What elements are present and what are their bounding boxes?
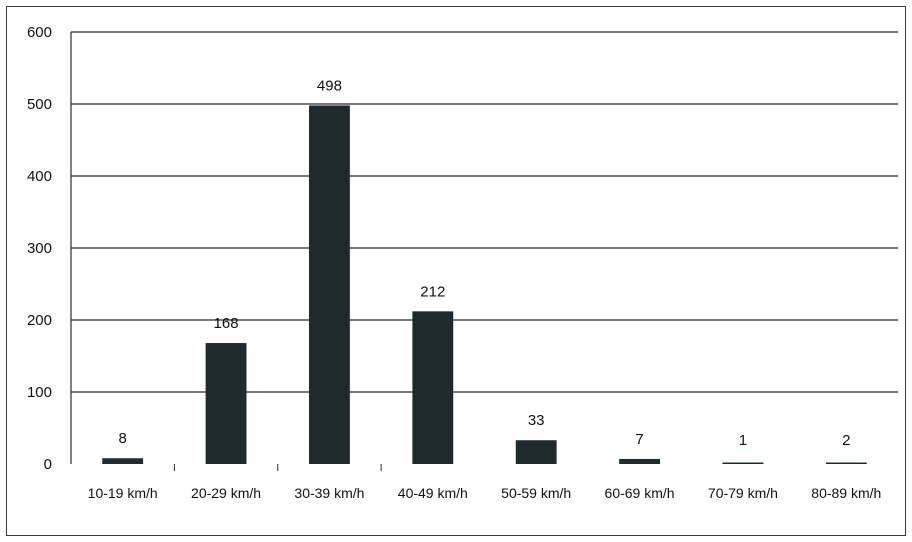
y-tick-label: 100: [27, 384, 52, 401]
bar-60-69-km/h: [619, 458, 660, 464]
x-tick-label: 70-79 km/h: [708, 485, 778, 501]
bar-30-39-km/h: [309, 105, 350, 464]
data-label: 498: [317, 77, 342, 94]
x-tick-label: 40-49 km/h: [398, 485, 468, 501]
x-tick-label: 20-29 km/h: [191, 485, 261, 501]
x-tick-label: 30-39 km/h: [294, 485, 364, 501]
bar-40-49-km/h: [412, 311, 454, 464]
bar-20-29-km/h: [205, 343, 247, 464]
y-tick-label: 0: [44, 456, 52, 473]
y-tick-label: 600: [27, 24, 52, 41]
y-tick-label: 500: [27, 96, 52, 113]
x-tick-label: 50-59 km/h: [501, 485, 571, 501]
data-label: 7: [635, 431, 643, 448]
bar-50-59-km/h: [515, 440, 557, 464]
data-label: 8: [119, 430, 127, 447]
x-tick-label: 80-89 km/h: [811, 485, 881, 501]
labels: 0 100 200 300 400 500 600 8 10-19 km/h 168 20-29 k…: [27, 24, 881, 501]
gridlines: [71, 31, 898, 393]
axes: [70, 32, 382, 471]
data-label: 33: [528, 412, 545, 429]
bar-10-19-km/h: [102, 458, 144, 464]
bars: [102, 105, 867, 464]
bar-70-79-km/h: [722, 462, 764, 464]
bar-80-89-km/h: [825, 462, 867, 464]
chart-frame: 0 100 200 300 400 500 600 8 10-19 km/h 168 20-29 k…: [6, 6, 906, 536]
data-label: 2: [842, 432, 850, 449]
x-tick-label: 60-69 km/h: [605, 485, 675, 501]
y-tick-label: 300: [27, 240, 52, 257]
y-tick-label: 200: [27, 312, 52, 329]
x-tick-label: 10-19 km/h: [88, 485, 158, 501]
data-label: 168: [214, 315, 239, 332]
data-label: 212: [420, 283, 445, 300]
data-label: 1: [739, 432, 747, 449]
y-tick-label: 400: [27, 168, 52, 185]
bar-chart: 0 100 200 300 400 500 600 8 10-19 km/h 168 20-29 k…: [27, 24, 898, 501]
